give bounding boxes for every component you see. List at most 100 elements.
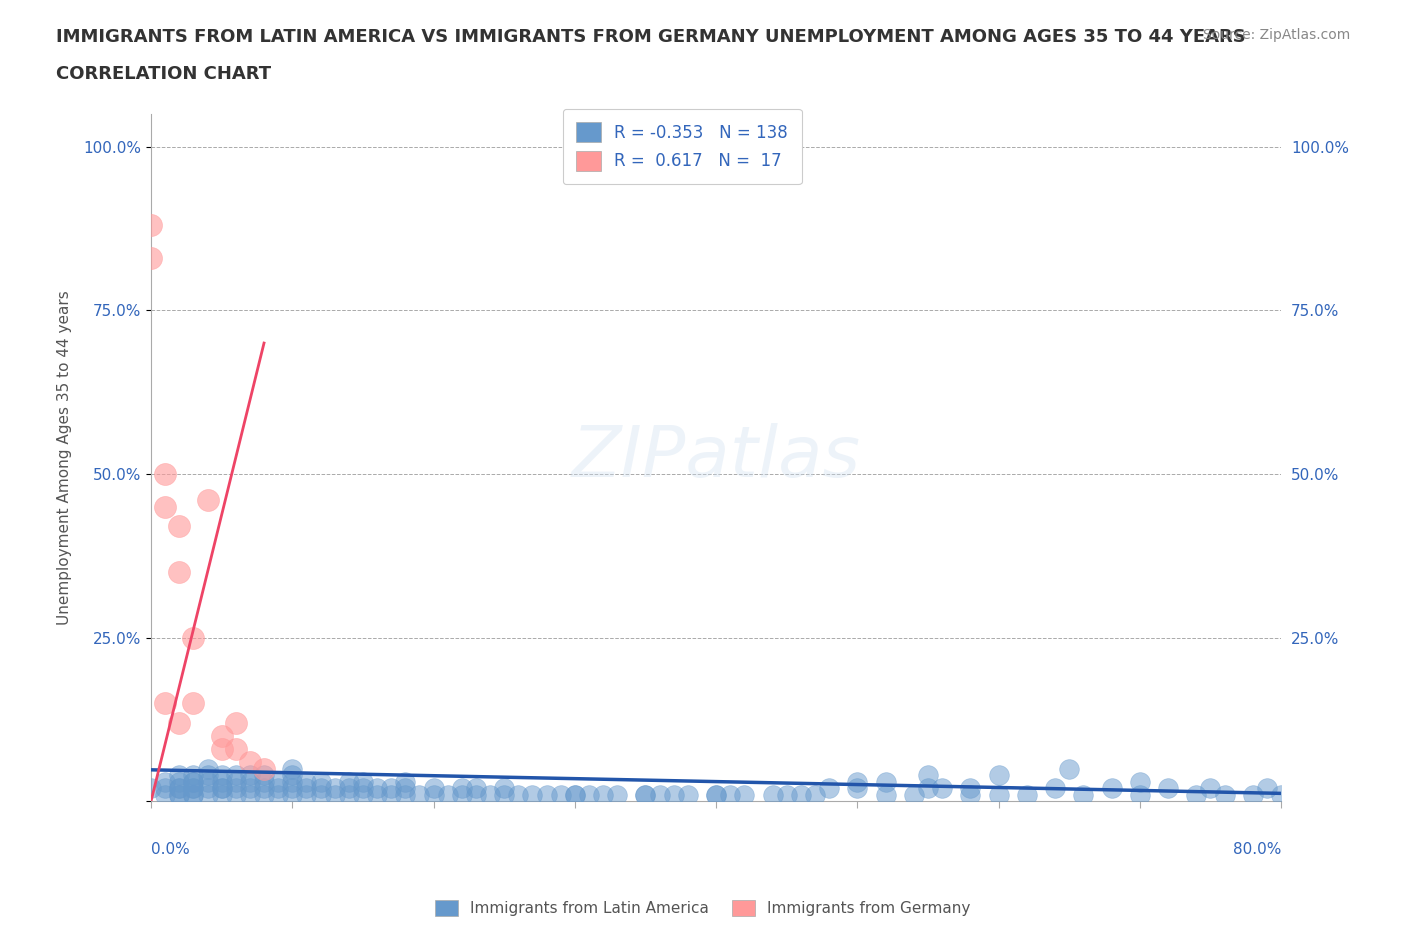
Point — [337, 780, 360, 795]
Point — [352, 788, 374, 803]
Point — [1129, 788, 1152, 803]
Legend: Immigrants from Latin America, Immigrants from Germany: Immigrants from Latin America, Immigrant… — [429, 894, 977, 923]
Point — [1185, 788, 1208, 803]
Point — [776, 788, 799, 803]
Point — [917, 780, 939, 795]
Point — [183, 774, 205, 789]
Point — [211, 767, 233, 782]
Point — [959, 788, 981, 803]
Point — [253, 780, 276, 795]
Point — [380, 780, 402, 795]
Point — [211, 780, 233, 795]
Point — [464, 780, 486, 795]
Point — [464, 788, 486, 803]
Point — [169, 715, 191, 730]
Point — [169, 519, 191, 534]
Point — [197, 780, 219, 795]
Point — [987, 788, 1010, 803]
Point — [394, 780, 416, 795]
Point — [1270, 788, 1292, 803]
Point — [718, 788, 741, 803]
Point — [225, 741, 247, 756]
Text: 0.0%: 0.0% — [150, 843, 190, 857]
Point — [139, 780, 162, 795]
Point — [197, 788, 219, 803]
Point — [295, 774, 318, 789]
Point — [281, 774, 304, 789]
Point — [479, 788, 502, 803]
Point — [183, 788, 205, 803]
Point — [211, 728, 233, 743]
Point — [1199, 780, 1222, 795]
Point — [1057, 761, 1080, 776]
Point — [153, 788, 176, 803]
Point — [183, 774, 205, 789]
Point — [197, 493, 219, 508]
Point — [253, 761, 276, 776]
Point — [183, 696, 205, 711]
Point — [169, 780, 191, 795]
Point — [183, 767, 205, 782]
Point — [987, 767, 1010, 782]
Point — [564, 788, 586, 803]
Point — [494, 788, 516, 803]
Point — [267, 774, 290, 789]
Point — [239, 754, 262, 769]
Point — [153, 780, 176, 795]
Point — [169, 767, 191, 782]
Point — [169, 774, 191, 789]
Point — [648, 788, 671, 803]
Point — [1101, 780, 1123, 795]
Point — [169, 780, 191, 795]
Point — [225, 767, 247, 782]
Point — [394, 788, 416, 803]
Point — [183, 631, 205, 645]
Point — [422, 788, 444, 803]
Point — [662, 788, 685, 803]
Point — [1129, 774, 1152, 789]
Point — [211, 741, 233, 756]
Text: CORRELATION CHART: CORRELATION CHART — [56, 65, 271, 83]
Point — [183, 788, 205, 803]
Point — [1073, 788, 1095, 803]
Point — [422, 780, 444, 795]
Point — [239, 780, 262, 795]
Point — [169, 788, 191, 803]
Point — [536, 788, 558, 803]
Point — [761, 788, 783, 803]
Point — [253, 767, 276, 782]
Point — [508, 788, 530, 803]
Point — [169, 565, 191, 579]
Point — [1043, 780, 1066, 795]
Point — [366, 788, 388, 803]
Point — [931, 780, 953, 795]
Point — [917, 767, 939, 782]
Point — [153, 499, 176, 514]
Point — [253, 774, 276, 789]
Point — [267, 780, 290, 795]
Point — [1157, 780, 1180, 795]
Point — [380, 788, 402, 803]
Point — [634, 788, 657, 803]
Y-axis label: Unemployment Among Ages 35 to 44 years: Unemployment Among Ages 35 to 44 years — [58, 290, 72, 625]
Point — [183, 780, 205, 795]
Point — [450, 788, 472, 803]
Point — [295, 780, 318, 795]
Point — [153, 774, 176, 789]
Point — [153, 467, 176, 482]
Point — [450, 780, 472, 795]
Point — [267, 788, 290, 803]
Point — [183, 780, 205, 795]
Point — [704, 788, 727, 803]
Point — [281, 761, 304, 776]
Point — [139, 218, 162, 232]
Point — [578, 788, 600, 803]
Point — [875, 788, 897, 803]
Point — [337, 774, 360, 789]
Point — [323, 788, 346, 803]
Point — [959, 780, 981, 795]
Point — [875, 774, 897, 789]
Legend: R = -0.353   N = 138, R =  0.617   N =  17: R = -0.353 N = 138, R = 0.617 N = 17 — [562, 109, 801, 184]
Point — [153, 696, 176, 711]
Point — [253, 788, 276, 803]
